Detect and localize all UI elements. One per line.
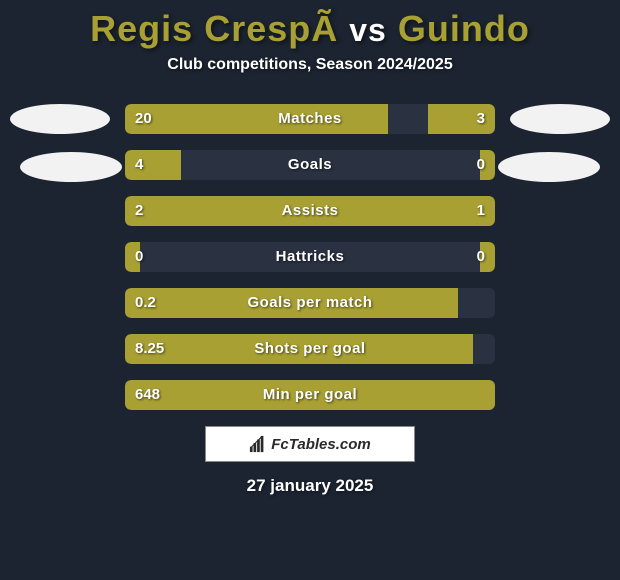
stat-row: 0Hattricks0 <box>125 242 495 272</box>
stat-label: Min per goal <box>125 380 495 410</box>
stat-value-p2: 1 <box>477 196 485 226</box>
player1-club-placeholder <box>20 152 122 182</box>
stat-row: 8.25Shots per goal <box>125 334 495 364</box>
stat-value-p2: 3 <box>477 104 485 134</box>
player2-club-placeholder <box>498 152 600 182</box>
stat-value-p2: 0 <box>477 242 485 272</box>
stat-label: Matches <box>125 104 495 134</box>
snapshot-date: 27 january 2025 <box>0 476 620 496</box>
source-text: FcTables.com <box>271 436 370 453</box>
vs-separator: vs <box>349 12 387 48</box>
subtitle: Club competitions, Season 2024/2025 <box>0 56 620 74</box>
source-badge: FcTables.com <box>205 426 415 462</box>
comparison-title: Regis CrespÃ vs Guindo <box>0 0 620 50</box>
fctables-icon <box>249 435 267 453</box>
stat-value-p2: 0 <box>477 150 485 180</box>
stat-row: 4Goals0 <box>125 150 495 180</box>
stat-row: 0.2Goals per match <box>125 288 495 318</box>
player2-name: Guindo <box>398 8 530 49</box>
stat-label: Goals per match <box>125 288 495 318</box>
stat-row: 648Min per goal <box>125 380 495 410</box>
stats-container: 20Matches34Goals02Assists10Hattricks00.2… <box>125 104 495 410</box>
player2-photo-placeholder <box>510 104 610 134</box>
stat-label: Assists <box>125 196 495 226</box>
player1-name: Regis CrespÃ <box>90 8 338 49</box>
player1-photo-placeholder <box>10 104 110 134</box>
stat-label: Shots per goal <box>125 334 495 364</box>
stat-row: 20Matches3 <box>125 104 495 134</box>
stat-label: Hattricks <box>125 242 495 272</box>
stat-row: 2Assists1 <box>125 196 495 226</box>
stat-label: Goals <box>125 150 495 180</box>
